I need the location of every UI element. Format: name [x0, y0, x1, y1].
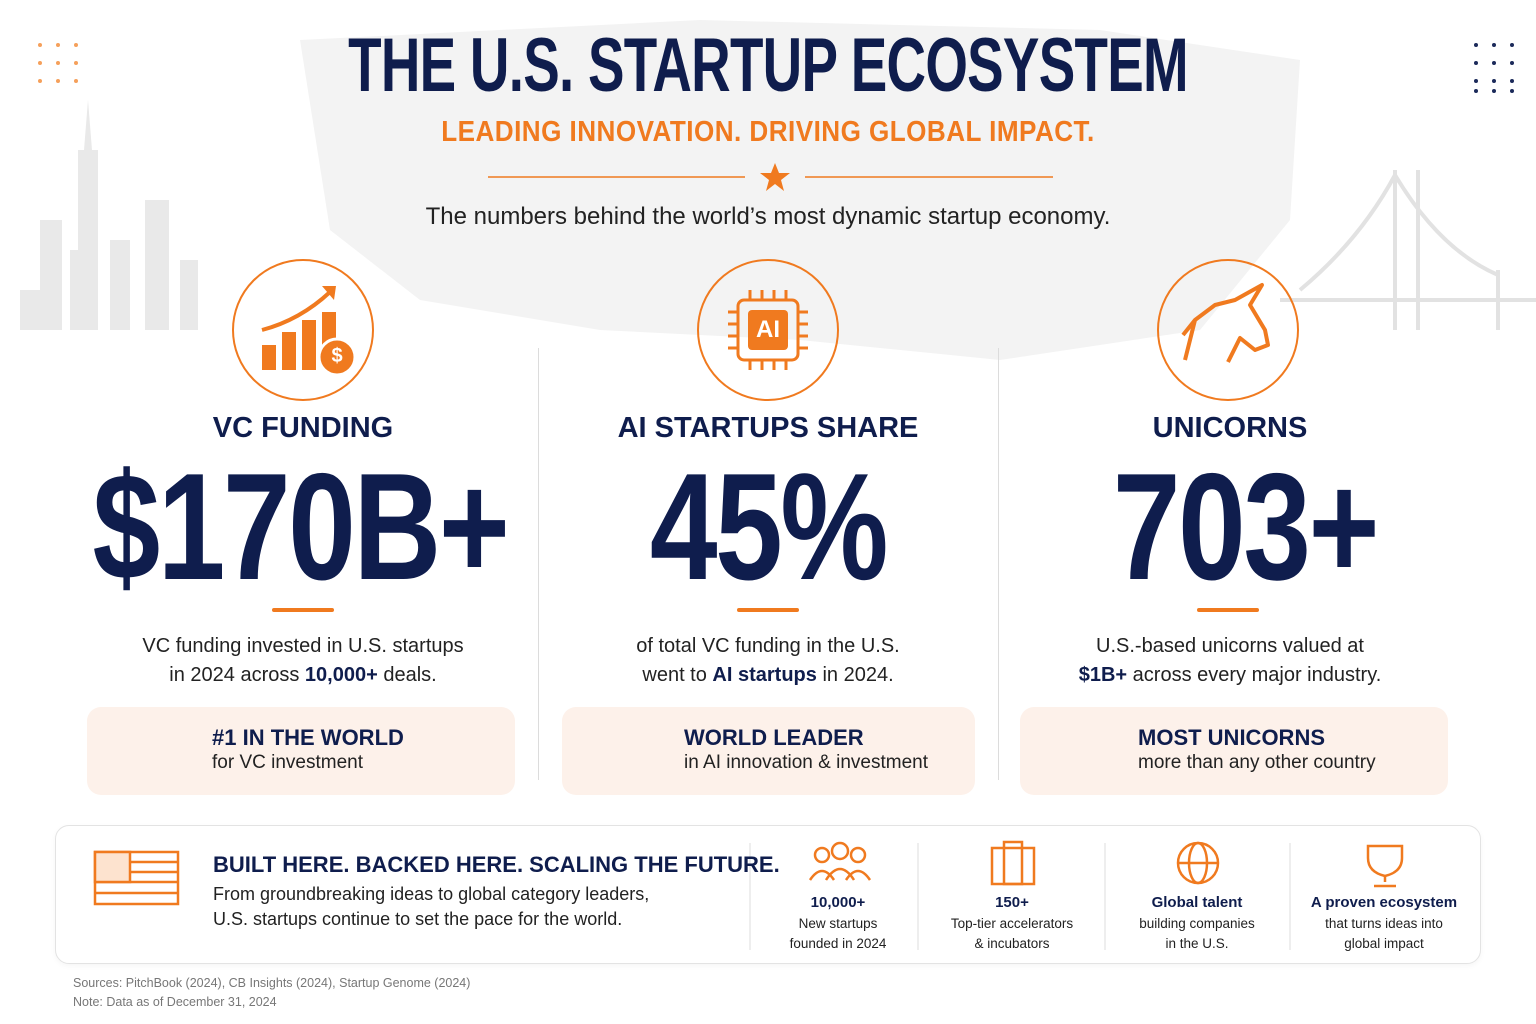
note: Note: Data as of December 31, 2024: [73, 995, 277, 1009]
icon-label: AI: [756, 316, 780, 343]
stat-description: of total VC funding in the U.S. went to …: [538, 632, 998, 690]
divider: [538, 348, 539, 780]
underline: [272, 608, 334, 612]
text-line: global impact: [1344, 936, 1424, 951]
text-line: in 2024 across 10,000+ deals.: [73, 661, 533, 690]
text-line: U.S. startups continue to set the pace f…: [213, 909, 623, 929]
stat-value: 703+: [1112, 442, 1380, 612]
text-line: founded in 2024: [789, 936, 887, 951]
badge-title: WORLD LEADER: [684, 725, 864, 750]
text-line: New startups: [798, 916, 878, 931]
fact-title: 150+: [995, 894, 1029, 911]
fact-text: that turns ideas into global impact: [1294, 914, 1474, 954]
text-line: went to AI startups in 2024.: [538, 661, 998, 690]
stat-description: VC funding invested in U.S. startups in …: [73, 632, 533, 690]
stat-value: 45%: [649, 442, 889, 612]
fact-title: 10,000+: [810, 894, 866, 911]
badge-text: for VC investment: [212, 752, 363, 773]
fact-text: New startups founded in 2024: [748, 914, 928, 954]
divider: [998, 348, 999, 780]
text: across every major industry.: [1127, 664, 1382, 686]
text: deals.: [377, 664, 437, 686]
subtitle: LEADING INNOVATION. DRIVING GLOBAL IMPAC…: [441, 116, 1095, 148]
tagline: The numbers behind the world’s most dyna…: [425, 203, 1111, 230]
badge: [1020, 707, 1448, 795]
text: went to: [642, 664, 713, 686]
title: THE U.S. STARTUP ECOSYSTEM: [348, 23, 1188, 108]
text-line: U.S.-based unicorns valued at: [1000, 632, 1460, 661]
text-bold: $1B+: [1078, 664, 1128, 686]
text-line: & incubators: [974, 936, 1050, 951]
icon-label: $: [331, 345, 343, 367]
footer-text: From groundbreaking ideas to global cate…: [213, 882, 649, 932]
footer-panel: [55, 825, 1481, 964]
text-line: Top-tier accelerators: [950, 916, 1074, 931]
text-line: VC funding invested in U.S. startups: [73, 632, 533, 661]
text: VC funding invested in U.S. startups: [142, 635, 464, 657]
stat-label: UNICORNS: [1152, 412, 1308, 444]
text: of total VC funding in the U.S.: [636, 635, 900, 657]
underline: [1197, 608, 1259, 612]
badge-title: #1 IN THE WORLD: [212, 725, 404, 750]
fact-title: A proven ecosystem: [1310, 894, 1458, 911]
badge-title: MOST UNICORNS: [1138, 725, 1325, 750]
badge-text: in AI innovation & investment: [684, 752, 928, 773]
stat-label: AI STARTUPS SHARE: [617, 412, 919, 444]
fact-text: building companies in the U.S.: [1107, 914, 1287, 954]
text-line: building companies: [1139, 916, 1255, 931]
footer-title: BUILT HERE. BACKED HERE. SCALING THE FUT…: [213, 852, 780, 877]
text-line: of total VC funding in the U.S.: [538, 632, 998, 661]
badge: [87, 707, 515, 795]
underline: [737, 608, 799, 612]
sources: Sources: PitchBook (2024), CB Insights (…: [73, 976, 471, 990]
badge: [562, 707, 975, 795]
stat-label: VC FUNDING: [212, 412, 394, 444]
stat-value: $170B+: [92, 442, 510, 612]
text-line: that turns ideas into: [1325, 916, 1443, 931]
text-bold: 10,000+: [304, 664, 378, 686]
fact-title: Global talent: [1151, 894, 1243, 911]
badge-text: more than any other country: [1138, 752, 1376, 773]
text: in 2024.: [816, 664, 894, 686]
text-bold: AI startups: [712, 664, 817, 686]
stat-description: U.S.-based unicorns valued at $1B+ acros…: [1000, 632, 1460, 690]
text: U.S.-based unicorns valued at: [1096, 635, 1364, 657]
text-line: in the U.S.: [1165, 936, 1229, 951]
text-line: From groundbreaking ideas to global cate…: [213, 884, 650, 904]
text-line: $1B+ across every major industry.: [1000, 661, 1460, 690]
text: in 2024 across: [169, 664, 305, 686]
fact-text: Top-tier accelerators & incubators: [922, 914, 1102, 954]
